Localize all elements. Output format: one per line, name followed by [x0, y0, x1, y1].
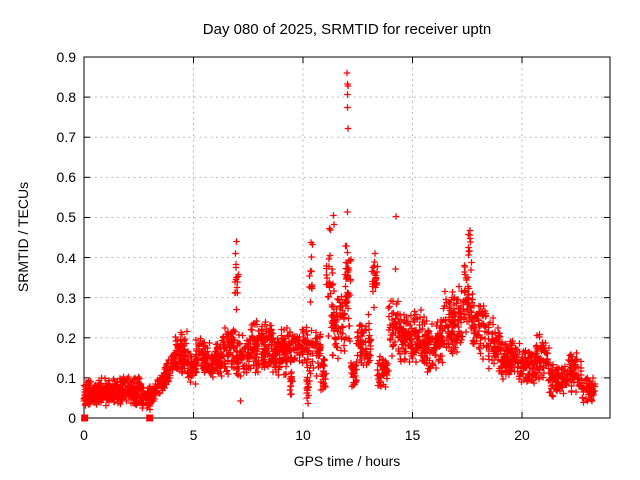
y-tick-label: 0.1 — [56, 369, 76, 386]
y-tick-label: 0.2 — [56, 329, 76, 346]
scatter-points — [80, 69, 599, 413]
plot-border — [83, 56, 611, 419]
axis-ticks — [83, 56, 610, 419]
y-tick-label: 0 — [68, 410, 76, 426]
y-tick-label: 0.6 — [56, 169, 76, 186]
y-tick-label: 0.8 — [56, 89, 76, 106]
x-tick-label: 20 — [514, 427, 530, 443]
y-axis-label: SRMTID / TECUs — [15, 181, 31, 293]
x-tick-label: 0 — [80, 427, 88, 443]
y-tick-label: 0.3 — [56, 289, 76, 306]
zero-value-square-marker — [81, 414, 89, 422]
x-tick-label: 10 — [295, 427, 311, 443]
chart-title: Day 080 of 2025, SRMTID for receiver upt… — [202, 21, 492, 38]
data-points — [80, 69, 599, 422]
y-tick-label: 0.4 — [56, 249, 76, 266]
y-tick-label: 0.5 — [56, 209, 76, 226]
x-tick-label: 15 — [404, 427, 421, 443]
y-tick-label: 0.9 — [56, 49, 76, 65]
y-tick-label: 0.7 — [56, 129, 76, 146]
zero-value-square-marker — [146, 414, 154, 422]
x-tick-label: 5 — [189, 427, 198, 443]
x-axis-label: GPS time / hours — [293, 453, 401, 469]
